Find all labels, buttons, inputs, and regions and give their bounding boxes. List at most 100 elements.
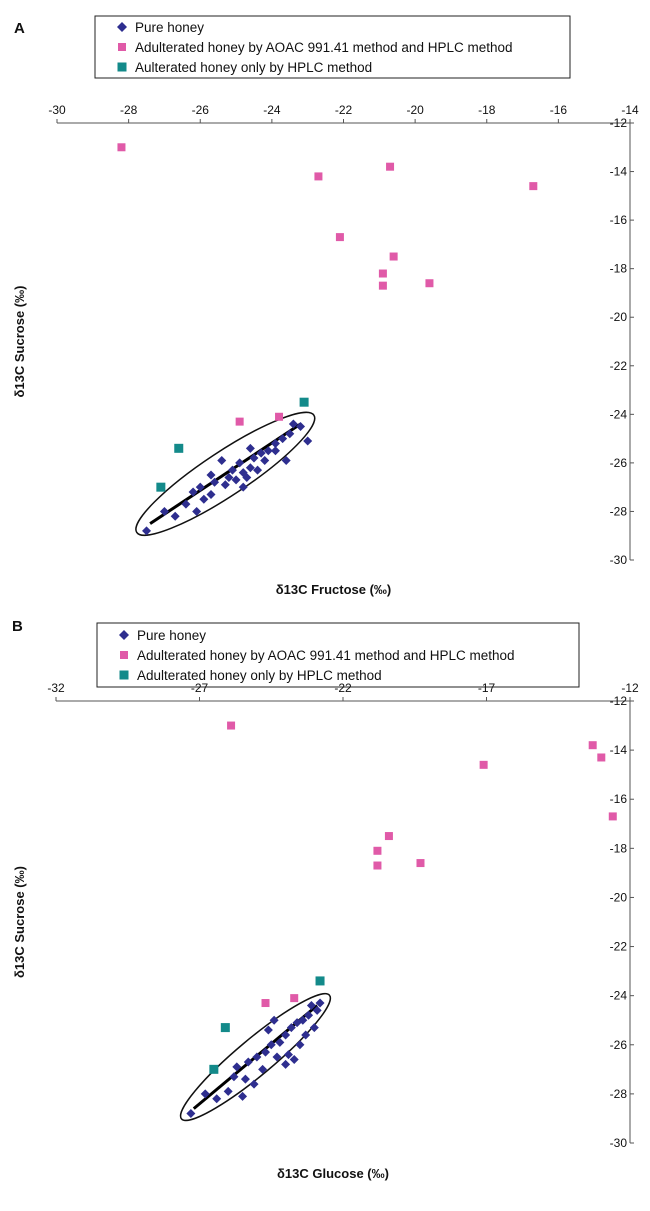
y-tick-label: -22 xyxy=(610,359,628,373)
data-point xyxy=(229,1072,239,1082)
legend: Pure honey Adulterated honey by AOAC 991.… xyxy=(94,15,571,79)
data-point xyxy=(261,1047,271,1057)
data-point xyxy=(252,1052,262,1062)
y-tick-label: -22 xyxy=(610,940,628,954)
axes: -32 -27 -22 -17 -12-12 -14 -16 -18 -20 -22 -24 -26 -… xyxy=(47,681,639,1150)
legend-marker-hplc xyxy=(117,62,127,72)
data-point xyxy=(270,446,280,456)
y-axis-title: δ13C Sucrose (‰) xyxy=(12,866,27,978)
data-point xyxy=(285,429,295,439)
data-point xyxy=(314,172,323,181)
legend-box xyxy=(94,15,571,79)
data-point xyxy=(159,506,169,516)
series-aoac-hplc xyxy=(117,143,538,426)
data-point xyxy=(188,487,198,497)
legend-marker-hplc xyxy=(119,670,129,680)
data-point xyxy=(597,753,606,762)
data-point xyxy=(258,1064,268,1074)
data-point xyxy=(206,470,216,480)
legend-marker-aoac xyxy=(118,43,126,51)
series-aoac-hplc xyxy=(227,721,617,1008)
data-point xyxy=(261,999,270,1008)
regression-line xyxy=(149,422,302,525)
data-point xyxy=(289,1055,299,1065)
legend-entry: Adulterated honey by AOAC 991.41 method … xyxy=(137,648,515,663)
legend-marker-pure-honey xyxy=(117,22,127,32)
data-point xyxy=(301,1030,311,1040)
data-point xyxy=(272,1052,282,1062)
y-tick-label: -18 xyxy=(610,262,628,276)
x-tick-label: -17 xyxy=(478,681,496,695)
x-tick-label: -16 xyxy=(550,103,568,117)
y-tick-label: -26 xyxy=(610,1038,628,1052)
data-point xyxy=(309,1023,319,1033)
series-pure-honey xyxy=(142,419,313,536)
data-point xyxy=(304,1010,314,1020)
x-tick-label: -14 xyxy=(621,103,639,117)
data-point xyxy=(281,455,291,465)
data-point xyxy=(373,846,382,855)
data-point xyxy=(263,1025,273,1035)
data-point xyxy=(270,438,280,448)
legend-marker-pure-honey xyxy=(119,630,129,640)
data-point xyxy=(315,998,325,1008)
data-point xyxy=(608,812,617,821)
data-point xyxy=(296,421,306,431)
data-point xyxy=(588,741,597,750)
x-tick-label: -12 xyxy=(621,681,639,695)
data-point xyxy=(195,482,205,492)
data-point xyxy=(306,1000,316,1010)
y-tick-label: -16 xyxy=(610,213,628,227)
data-point xyxy=(220,1023,230,1033)
data-point xyxy=(335,233,344,242)
data-point xyxy=(416,859,425,868)
data-point xyxy=(283,1050,293,1060)
data-point xyxy=(384,832,393,841)
data-point xyxy=(186,1109,196,1119)
x-tick-label: -22 xyxy=(335,103,353,117)
data-point xyxy=(373,861,382,870)
x-tick-label: -27 xyxy=(191,681,209,695)
x-tick-label: -26 xyxy=(192,103,210,117)
data-point xyxy=(200,1089,210,1099)
data-point xyxy=(288,419,298,429)
data-point xyxy=(253,465,263,475)
data-point xyxy=(232,1062,242,1072)
data-point xyxy=(243,1057,253,1067)
data-point xyxy=(220,480,230,490)
y-tick-label: -18 xyxy=(610,841,628,855)
y-tick-label: -16 xyxy=(610,792,628,806)
x-tick-label: -28 xyxy=(120,103,138,117)
y-tick-label: -28 xyxy=(610,504,628,518)
data-point xyxy=(263,446,273,456)
x-tick-label: -30 xyxy=(48,103,66,117)
data-point xyxy=(290,994,299,1003)
data-point xyxy=(227,465,237,475)
data-point xyxy=(235,458,245,468)
data-point xyxy=(269,1015,279,1025)
y-tick-label: -24 xyxy=(610,407,628,421)
panel-label: B xyxy=(12,618,23,635)
y-tick-label: -26 xyxy=(610,456,628,470)
data-point xyxy=(231,475,241,485)
data-point xyxy=(235,417,244,426)
data-point xyxy=(299,397,309,407)
data-point xyxy=(227,721,236,730)
data-point xyxy=(181,499,191,509)
data-point xyxy=(312,1005,322,1015)
data-point xyxy=(275,1037,285,1047)
series-pure-honey xyxy=(186,998,325,1119)
y-tick-label: -12 xyxy=(610,694,628,708)
legend-box xyxy=(96,622,580,688)
data-point xyxy=(303,436,313,446)
data-point xyxy=(117,143,126,152)
legend-marker-aoac xyxy=(120,651,128,659)
pure-honey-ellipse xyxy=(179,992,332,1122)
x-tick-label: -32 xyxy=(47,681,65,695)
data-point xyxy=(378,281,387,290)
data-point xyxy=(529,182,538,191)
data-point xyxy=(260,455,270,465)
data-point xyxy=(224,472,234,482)
legend-entry: Aulterated honey only by HPLC method xyxy=(135,60,372,75)
data-point xyxy=(295,1040,305,1050)
